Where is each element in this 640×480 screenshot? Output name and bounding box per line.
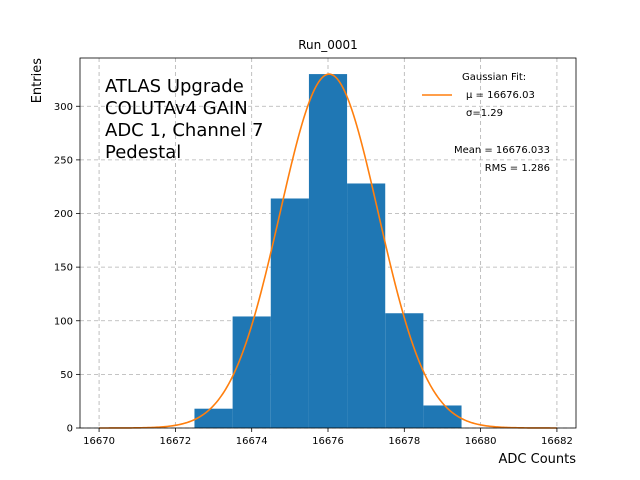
histogram-bar	[423, 405, 462, 428]
y-axis-label: Entries	[30, 58, 45, 104]
x-tick-label: 16674	[236, 436, 268, 447]
y-tick-label: 50	[60, 370, 73, 381]
x-tick-label: 16680	[465, 436, 497, 447]
histogram-bar	[308, 74, 348, 428]
histogram-bar	[232, 316, 271, 428]
y-tick-label: 250	[54, 155, 73, 166]
fit-layer	[99, 73, 557, 429]
gaussian-fit-curve	[99, 73, 557, 429]
x-axis-label: ADC Counts	[499, 452, 577, 467]
y-tick-label: 150	[54, 263, 73, 274]
bars-layer	[194, 74, 462, 428]
stats-mean: Mean = 16676.033	[454, 145, 550, 156]
legend-sigma: σ=1.29	[466, 108, 503, 119]
x-tick-label: 16670	[83, 436, 115, 447]
histogram-bar	[385, 313, 424, 428]
annotation-line-1: ATLAS Upgrade	[105, 76, 244, 97]
histogram-bar	[347, 183, 386, 428]
x-tick-label: 16678	[388, 436, 420, 447]
histogram-bar	[194, 408, 233, 428]
chart-title: Run_0001	[298, 38, 358, 52]
y-tick-label: 300	[54, 102, 73, 113]
legend-title: Gaussian Fit:	[462, 72, 526, 83]
annotation-line-3: ADC 1, Channel 7	[105, 120, 263, 141]
x-tick-label: 16676	[312, 436, 344, 447]
y-tick-label: 200	[54, 209, 73, 220]
x-ticks: 16670 16672 16674 16676 16678 16680 16682	[83, 428, 573, 447]
y-tick-label: 0	[67, 424, 73, 435]
histogram-bar	[270, 198, 309, 428]
annotation-line-2: COLUTAv4 GAIN	[105, 98, 248, 119]
y-tick-label: 100	[54, 316, 73, 327]
x-tick-label: 16682	[541, 436, 573, 447]
annotation-line-4: Pedestal	[105, 142, 181, 163]
x-tick-label: 16672	[159, 436, 191, 447]
legend-mu: μ = 16676.03	[466, 90, 535, 101]
y-ticks: 0 50 100 150 200 250 300	[54, 102, 80, 435]
stats-rms: RMS = 1.286	[485, 163, 550, 174]
